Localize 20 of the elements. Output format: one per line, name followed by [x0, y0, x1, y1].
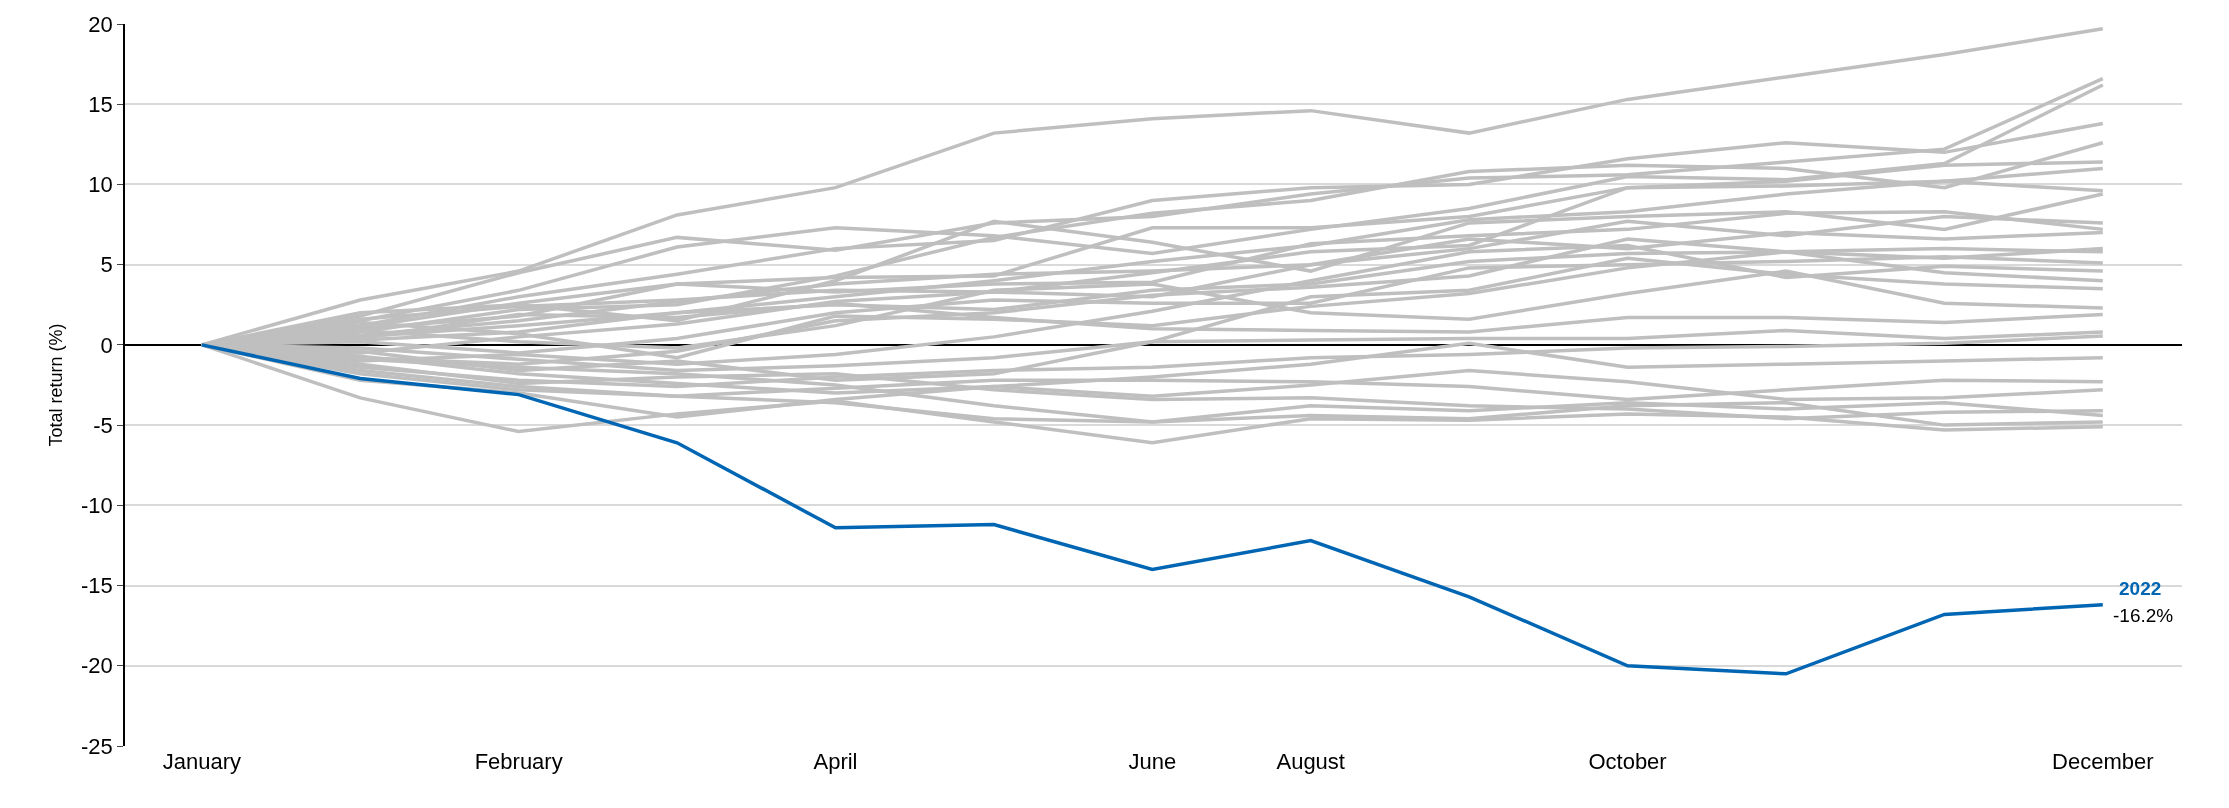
x-tick-label: December [2052, 749, 2154, 774]
y-tick-label: 5 [100, 252, 113, 278]
x-tick-label: April [813, 749, 858, 774]
x-tick-label: June [1128, 749, 1177, 774]
y-tick-label: 20 [88, 11, 113, 37]
x-tick-label: February [474, 749, 563, 774]
x-tick-label: January [162, 749, 241, 774]
x-tick-label: October [1588, 749, 1667, 774]
y-tick-label: 15 [88, 91, 113, 117]
y-tick-label: 10 [88, 172, 113, 198]
annotation: -16.2% [2113, 605, 2174, 626]
y-tick-label: -10 [81, 493, 113, 519]
x-tick-label: August [1276, 749, 1345, 774]
y-tick-label: -20 [81, 653, 113, 679]
y-tick-label: -5 [93, 412, 113, 438]
y-tick-label: -15 [81, 573, 113, 599]
y-tick-label: 0 [100, 332, 113, 358]
series-label: 2022 [2119, 578, 2162, 599]
y-tick-label: -25 [81, 733, 113, 759]
y-axis-title: Total return (%) [45, 323, 66, 447]
